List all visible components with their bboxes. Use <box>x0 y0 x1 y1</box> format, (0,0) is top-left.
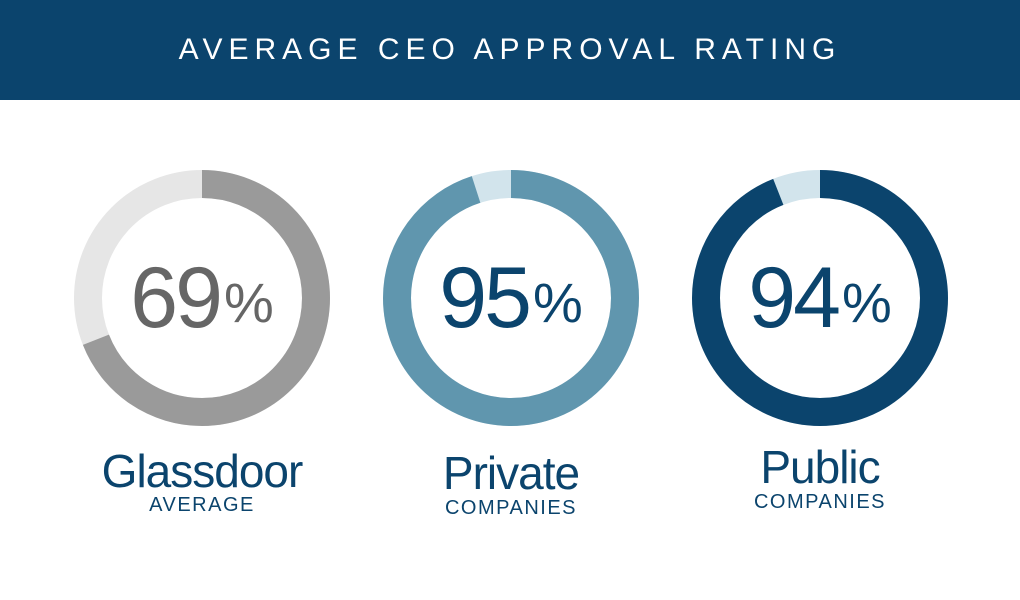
donut-card-glassdoor: 69% Glassdoor AVERAGE <box>72 168 332 538</box>
donut-chart-private <box>383 170 639 426</box>
donut-chart-glassdoor <box>74 170 330 426</box>
donut-sublabel-glassdoor: AVERAGE <box>149 494 255 516</box>
donut-chart-public <box>692 170 948 426</box>
donut-value-number: 94 <box>748 250 841 346</box>
donut-arc-private <box>383 170 639 426</box>
donut-label-public: Public <box>760 441 880 493</box>
header-banner: AVERAGE CEO APPROVAL RATING <box>0 0 1020 100</box>
donut-card-public: 94% Public COMPANIES <box>690 168 950 538</box>
donut-value-glassdoor: 69% <box>72 168 332 428</box>
donut-percent-sign: % <box>532 271 583 334</box>
donut-label-private: Private <box>442 447 580 499</box>
donut-value-public: 94% <box>690 168 950 428</box>
donut-value-private: 95% <box>381 168 641 428</box>
donut-percent-sign: % <box>223 271 274 334</box>
donut-arc-public <box>692 170 948 426</box>
donut-arc-glassdoor <box>74 170 330 426</box>
donut-value-number: 69 <box>130 250 223 346</box>
page-title: AVERAGE CEO APPROVAL RATING <box>178 33 842 66</box>
donut-label-glassdoor: Glassdoor <box>101 445 304 497</box>
donut-sublabel-private: COMPANIES <box>444 497 578 519</box>
donut-sublabel-public: COMPANIES <box>753 491 887 513</box>
donut-percent-sign: % <box>841 271 892 334</box>
donut-card-private: 95% Private COMPANIES <box>381 168 641 538</box>
donut-value-number: 95 <box>439 250 532 346</box>
